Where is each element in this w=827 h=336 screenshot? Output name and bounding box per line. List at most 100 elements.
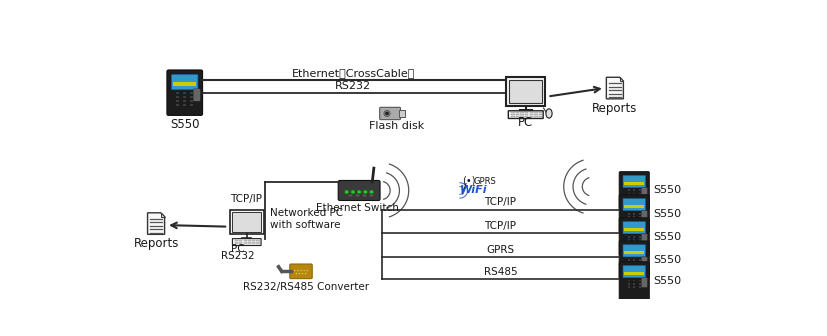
- Bar: [633, 259, 635, 261]
- Text: S550: S550: [653, 232, 681, 242]
- FancyBboxPatch shape: [642, 257, 648, 266]
- Bar: [520, 114, 523, 115]
- Bar: [539, 112, 543, 113]
- Bar: [369, 194, 374, 198]
- Bar: [534, 112, 538, 113]
- Bar: [633, 193, 635, 195]
- Bar: [184, 92, 186, 94]
- Bar: [638, 219, 641, 221]
- Circle shape: [370, 190, 374, 194]
- FancyBboxPatch shape: [619, 172, 649, 209]
- Bar: [256, 242, 260, 244]
- Bar: [638, 190, 641, 192]
- Bar: [628, 262, 630, 264]
- Circle shape: [363, 190, 367, 194]
- Text: RS232: RS232: [221, 251, 254, 260]
- Bar: [539, 114, 543, 115]
- Text: GPRS: GPRS: [474, 177, 496, 186]
- Bar: [638, 236, 641, 238]
- Bar: [525, 112, 528, 113]
- FancyBboxPatch shape: [623, 245, 646, 257]
- FancyBboxPatch shape: [619, 241, 649, 279]
- Bar: [633, 196, 635, 198]
- Bar: [633, 239, 635, 241]
- Bar: [529, 116, 533, 117]
- Bar: [190, 103, 194, 106]
- Bar: [534, 114, 538, 115]
- Text: Reports: Reports: [133, 238, 179, 250]
- Bar: [348, 194, 353, 198]
- FancyBboxPatch shape: [194, 89, 200, 101]
- Bar: [362, 194, 367, 198]
- Bar: [256, 240, 260, 241]
- Text: S550: S550: [653, 255, 681, 265]
- Bar: [184, 100, 186, 102]
- Bar: [356, 194, 360, 198]
- Bar: [516, 114, 519, 115]
- Bar: [248, 240, 251, 241]
- Text: Flash disk: Flash disk: [369, 121, 424, 131]
- Text: (•): (•): [462, 175, 476, 185]
- Bar: [239, 242, 242, 244]
- Bar: [633, 262, 635, 264]
- Text: WiFi: WiFi: [460, 185, 488, 196]
- Bar: [628, 236, 630, 238]
- Bar: [628, 213, 630, 214]
- Bar: [244, 242, 246, 244]
- Bar: [638, 239, 641, 241]
- Bar: [633, 219, 635, 221]
- Circle shape: [345, 190, 349, 194]
- Bar: [633, 236, 635, 238]
- Bar: [184, 96, 186, 98]
- FancyBboxPatch shape: [338, 180, 380, 201]
- Bar: [511, 114, 514, 115]
- FancyBboxPatch shape: [619, 195, 649, 233]
- Bar: [248, 242, 251, 244]
- Bar: [628, 259, 630, 261]
- Bar: [633, 242, 635, 244]
- Bar: [638, 259, 641, 261]
- Bar: [638, 262, 641, 264]
- Circle shape: [357, 190, 361, 194]
- Text: GPRS: GPRS: [486, 245, 514, 255]
- Text: S550: S550: [653, 209, 681, 219]
- Bar: [511, 116, 514, 117]
- Bar: [638, 242, 641, 244]
- Bar: [624, 228, 644, 231]
- Text: RS232/RS485 Converter: RS232/RS485 Converter: [242, 282, 369, 292]
- Text: TCP/IP: TCP/IP: [230, 194, 262, 204]
- Circle shape: [351, 190, 355, 194]
- Bar: [252, 240, 256, 241]
- Bar: [511, 112, 514, 113]
- Bar: [525, 116, 528, 117]
- Bar: [638, 213, 641, 214]
- Bar: [624, 271, 644, 275]
- Text: /: /: [462, 181, 466, 195]
- Circle shape: [304, 269, 305, 271]
- Bar: [173, 82, 196, 86]
- Bar: [624, 205, 644, 208]
- FancyBboxPatch shape: [619, 218, 649, 256]
- Circle shape: [299, 273, 300, 275]
- Bar: [638, 286, 641, 288]
- Ellipse shape: [546, 109, 552, 118]
- Text: PC: PC: [231, 244, 244, 254]
- Text: RS232: RS232: [335, 81, 371, 91]
- Bar: [244, 240, 246, 241]
- Bar: [624, 251, 644, 254]
- Bar: [638, 265, 641, 267]
- FancyBboxPatch shape: [642, 211, 648, 220]
- Polygon shape: [606, 77, 624, 99]
- Bar: [516, 112, 519, 113]
- Bar: [529, 112, 533, 113]
- Bar: [509, 80, 542, 103]
- FancyBboxPatch shape: [642, 234, 648, 244]
- Text: Reports: Reports: [592, 102, 638, 115]
- FancyBboxPatch shape: [506, 77, 545, 106]
- Bar: [176, 92, 179, 94]
- Bar: [638, 283, 641, 285]
- Circle shape: [385, 112, 389, 115]
- Bar: [190, 96, 194, 98]
- Bar: [529, 114, 533, 115]
- Bar: [176, 96, 179, 98]
